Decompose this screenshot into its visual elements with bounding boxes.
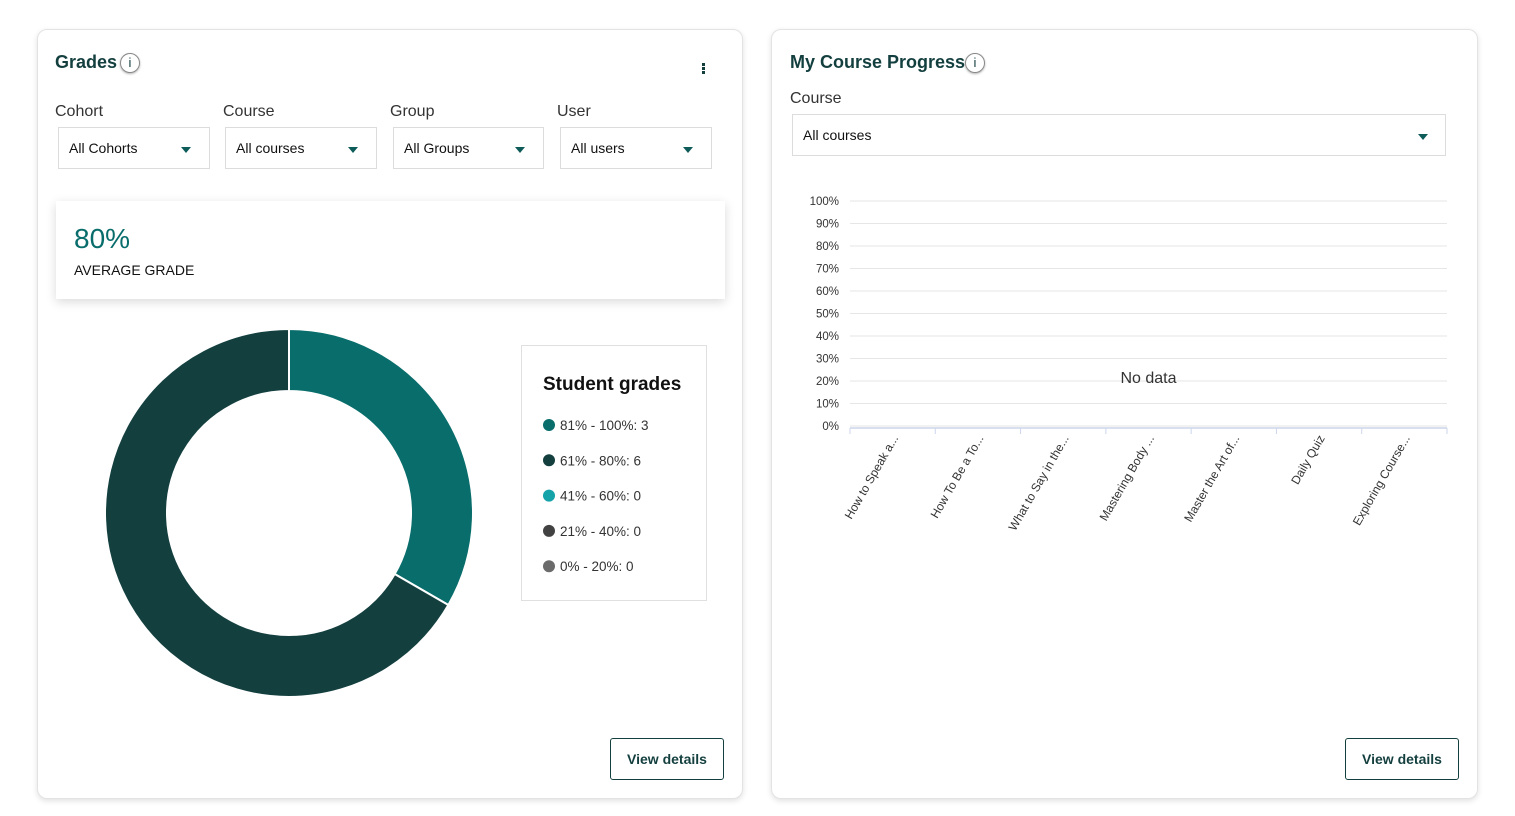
y-tick-label: 0% — [822, 421, 839, 433]
progress-card: My Course Progress i Course All courses … — [771, 29, 1478, 799]
view-details-button[interactable]: View details — [1345, 738, 1459, 780]
filter-label: Cohort — [55, 103, 104, 120]
legend-swatch — [543, 419, 555, 431]
y-tick-label: 70% — [816, 264, 839, 276]
card-title: Grades — [55, 52, 118, 72]
dropdown-value: All courses — [803, 127, 872, 143]
dropdown-value: All Groups — [404, 140, 470, 156]
y-tick-label: 100% — [810, 196, 839, 208]
legend-label: 81% - 100%: 3 — [560, 418, 649, 433]
info-icon[interactable]: i — [965, 53, 985, 73]
annotation: No data — [1120, 370, 1176, 387]
legend-swatch — [543, 489, 555, 502]
average-caption: AVERAGE GRADE — [74, 262, 195, 278]
dropdown-value: All courses — [236, 140, 305, 156]
dropdown[interactable]: All Groups — [393, 127, 544, 169]
menu-icon[interactable] — [702, 63, 705, 74]
legend-swatch — [543, 454, 555, 467]
average-box: 80% AVERAGE GRADE — [56, 201, 725, 299]
dropdown[interactable]: All Cohorts — [58, 127, 210, 169]
y-tick-label: 20% — [816, 376, 839, 388]
legend-label: 61% - 80%: 6 — [560, 453, 641, 468]
dropdown-value: All Cohorts — [69, 140, 138, 156]
dropdown[interactable]: All courses — [792, 114, 1446, 156]
y-tick-label: 10% — [816, 399, 839, 411]
x-tick-label: Daily Quiz — [1288, 433, 1327, 487]
donut-slice — [104, 327, 450, 698]
card-title: My Course Progress — [790, 52, 966, 72]
donut-slice — [288, 327, 474, 607]
y-tick-label: 60% — [816, 286, 839, 298]
y-tick-label: 80% — [816, 241, 839, 253]
filter-label: Course — [790, 90, 842, 107]
y-tick-label: 90% — [816, 219, 839, 231]
y-tick-label: 40% — [816, 331, 839, 343]
dropdown-value: All users — [571, 140, 625, 156]
view-details-button[interactable]: View details — [610, 738, 724, 780]
x-tick-label: Exploring Course... — [1350, 433, 1413, 528]
legend-box — [521, 345, 707, 601]
dropdown[interactable]: All users — [560, 127, 712, 169]
x-tick-label: Master the Art of... — [1181, 433, 1242, 525]
legend-label: 21% - 40%: 0 — [560, 524, 641, 539]
x-tick-label: How To Be a To... — [928, 433, 987, 521]
legend-swatch — [543, 560, 555, 573]
filter-label: Group — [390, 103, 435, 120]
dropdown[interactable]: All courses — [225, 127, 377, 169]
filter-label: Course — [223, 103, 275, 120]
legend-swatch — [543, 524, 555, 537]
legend-label: 41% - 60%: 0 — [560, 489, 641, 504]
x-tick-label: Mastering Body ... — [1097, 433, 1157, 524]
legend-title: Student grades — [543, 374, 681, 395]
x-tick-label: How to Speak a... — [842, 433, 901, 522]
x-tick-label: What to Say in the... — [1006, 433, 1072, 534]
grades-card: Grades i Cohort All Cohorts Course All c… — [37, 29, 743, 799]
y-tick-label: 30% — [816, 354, 839, 366]
filter-label: User — [557, 103, 591, 120]
legend-label: 0% - 20%: 0 — [560, 559, 634, 574]
info-icon[interactable]: i — [120, 53, 140, 73]
average-value: 80% — [74, 223, 131, 254]
y-tick-label: 50% — [816, 309, 839, 321]
